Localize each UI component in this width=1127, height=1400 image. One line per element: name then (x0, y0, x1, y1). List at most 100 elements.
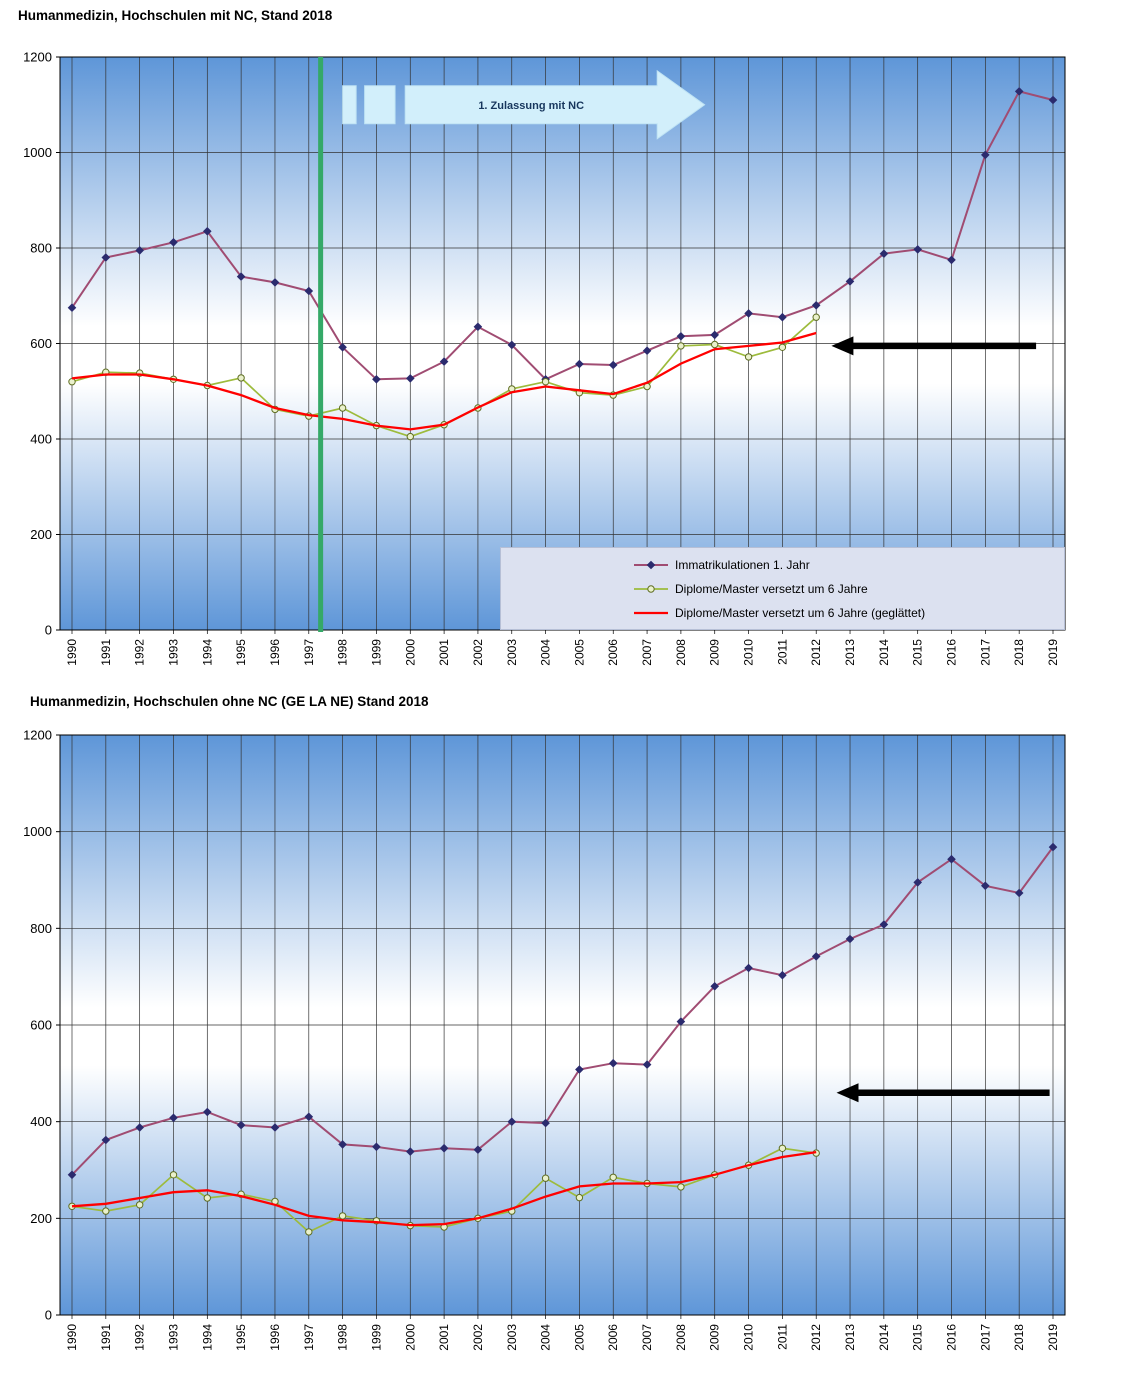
chart-ohne-nc: Humanmedizin, Hochschulen ohne NC (GE LA… (0, 690, 1127, 1400)
x-tick-label: 1995 (234, 639, 248, 666)
x-tick-label: 2005 (572, 639, 586, 666)
x-tick-label: 2003 (505, 1324, 519, 1351)
x-tick-label: 2017 (978, 1324, 992, 1351)
marker-diamond (608, 360, 618, 370)
x-tick-label: 2012 (809, 639, 823, 666)
marker-circle (136, 1201, 144, 1209)
marker-circle (68, 378, 76, 386)
y-tick-label: 1000 (23, 824, 52, 839)
x-tick-label: 1999 (369, 639, 383, 666)
marker-circle (169, 1171, 178, 1179)
marker-diamond (304, 1112, 314, 1122)
marker-diamond (372, 1142, 381, 1152)
marker-diamond (406, 374, 415, 383)
y-tick-label: 200 (30, 527, 52, 542)
x-tick-label: 2002 (471, 639, 485, 666)
x-tick-label: 2009 (708, 1324, 722, 1351)
x-tick-label: 2008 (674, 1324, 688, 1351)
chart-title-mit-nc: Humanmedizin, Hochschulen mit NC, Stand … (18, 8, 333, 23)
y-tick-label: 1200 (23, 50, 52, 65)
marker-diamond (101, 253, 111, 262)
marker-diamond (913, 245, 922, 254)
marker-diamond (676, 1017, 686, 1026)
legend-swatch-diplome (634, 583, 668, 595)
legend-label-diplome: Diplome/Master versetzt um 6 Jahre (675, 581, 868, 596)
series-line-0 (71, 846, 1054, 1176)
x-tick-label: 2001 (437, 639, 451, 666)
series-line-2 (71, 331, 817, 431)
x-tick-label: 2019 (1046, 1324, 1060, 1351)
x-tick-label: 2000 (403, 639, 417, 666)
marker-circle (338, 404, 347, 412)
marker-diamond (372, 375, 381, 384)
marker-circle (102, 1207, 110, 1215)
y-tick-label: 1200 (23, 728, 52, 743)
marker-diamond (203, 227, 212, 236)
marker-diamond (642, 346, 652, 355)
marker-circle (338, 1212, 347, 1220)
marker-diamond (135, 246, 144, 255)
marker-diamond (203, 1107, 212, 1117)
marker-diamond (845, 934, 855, 944)
x-tick-label: 2019 (1046, 639, 1060, 666)
x-tick-label: 1998 (336, 1324, 350, 1351)
x-tick-label: 2002 (471, 1324, 485, 1351)
marker-circle (677, 342, 685, 350)
marker-circle (406, 432, 414, 441)
x-tick-label: 2013 (843, 639, 857, 666)
chart-plot-mit-nc: 1. Zulassung mit NC 0 200 400 600 800 1000 1200… (23, 50, 1066, 666)
legend-swatch-diplome-geglaettet (634, 607, 668, 619)
x-tick-label: 2011 (775, 1324, 789, 1350)
marker-diamond (608, 1058, 618, 1068)
x-tick-label: 1994 (200, 639, 214, 666)
x-tick-label: 2003 (505, 639, 519, 666)
x-tick-label: 2010 (742, 639, 756, 666)
x-tick-label: 2016 (945, 639, 959, 666)
marker-diamond (338, 343, 347, 352)
x-tick-label: 1993 (167, 1324, 181, 1351)
x-tick-label: 1997 (302, 1324, 316, 1351)
legend-label-diplome-geglaettet: Diplome/Master versetzt um 6 Jahre (gegl… (675, 605, 926, 620)
marker-diamond (642, 1060, 652, 1069)
marker-circle (575, 1193, 584, 1202)
marker-diamond (67, 1170, 77, 1180)
marker-diamond (575, 1065, 584, 1074)
legend: Immatrikulationen 1. Jahr Diplome/Master… (500, 547, 1065, 630)
marker-diamond (473, 1145, 483, 1154)
y-tick-label: 400 (30, 1114, 52, 1129)
marker-diamond (811, 952, 821, 961)
marker-diamond (135, 1123, 144, 1132)
marker-diamond (270, 1123, 280, 1132)
x-tick-label: 2009 (708, 639, 722, 666)
x-tick-label: 2004 (539, 1324, 553, 1351)
y-tick-label: 800 (30, 921, 52, 936)
block-arrow (404, 69, 706, 140)
marker-diamond (169, 1113, 178, 1123)
x-tick-label: 2012 (809, 1324, 823, 1351)
marker-circle (609, 1173, 617, 1181)
x-tick-label: 1999 (369, 1324, 383, 1351)
y-tick-label: 600 (30, 1018, 52, 1033)
x-tick-label: 1996 (268, 639, 282, 666)
marker-diamond (101, 1135, 111, 1145)
marker-diamond (710, 982, 719, 991)
marker-diamond (947, 854, 956, 864)
x-tick-label: 1993 (167, 639, 181, 666)
x-tick-label: 2018 (1012, 1324, 1026, 1351)
x-tick-label: 2014 (877, 639, 891, 666)
x-tick-label: 1991 (99, 1324, 113, 1351)
marker-diamond (981, 150, 990, 160)
marker-diamond (676, 332, 686, 341)
x-tick-label: 2008 (674, 639, 688, 666)
marker-circle (778, 343, 787, 351)
marker-diamond (541, 1118, 550, 1128)
x-tick-label: 1990 (65, 1324, 79, 1351)
marker-diamond (811, 301, 821, 310)
marker-diamond (270, 278, 280, 287)
y-tick-label: 0 (45, 1308, 52, 1323)
x-tick-label: 2004 (539, 639, 553, 666)
back-arrow-head (831, 336, 854, 356)
marker-diamond (338, 1140, 347, 1149)
x-tick-label: 2005 (572, 1324, 586, 1351)
x-tick-label: 2011 (775, 639, 789, 665)
